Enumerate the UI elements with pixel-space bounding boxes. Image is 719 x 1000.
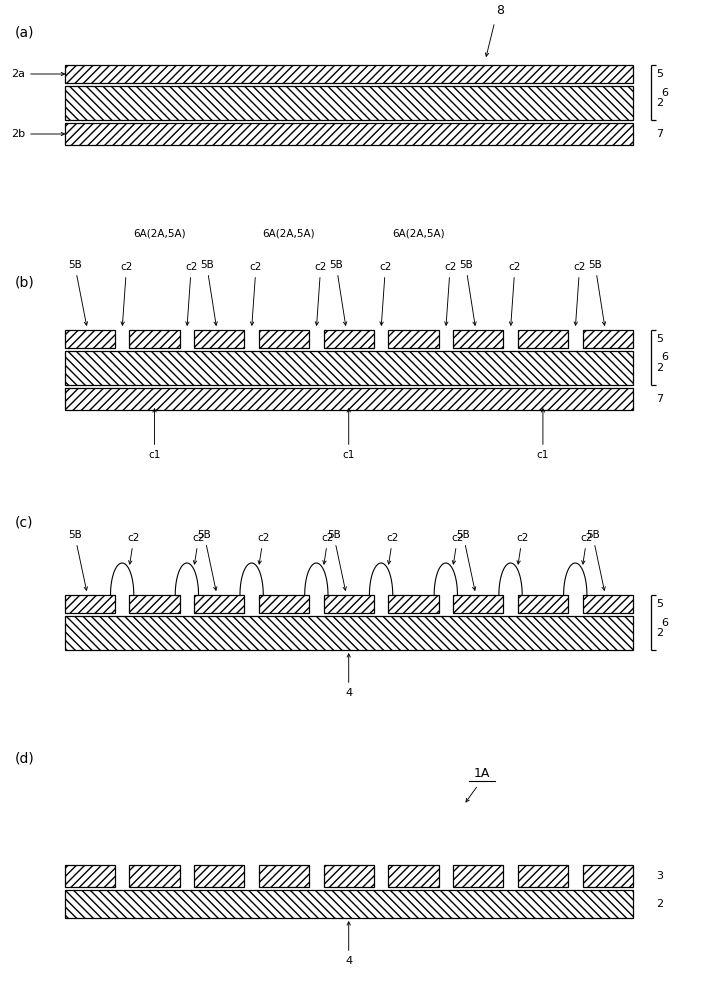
Text: c2: c2 [314,262,327,325]
Bar [324,865,374,887]
Bar [65,86,633,120]
Text: c1: c1 [342,409,355,460]
Bar [129,330,180,348]
Text: 5: 5 [656,334,664,344]
Text: (b): (b) [14,275,34,289]
Text: 5B: 5B [197,530,217,590]
Text: c2: c2 [120,262,133,325]
Bar [194,330,244,348]
Bar [65,865,115,887]
Text: c2: c2 [516,533,528,564]
Bar [388,865,439,887]
Bar [259,865,309,887]
Text: 5B: 5B [329,260,347,325]
Text: 6A(2A,5A): 6A(2A,5A) [392,228,444,238]
Text: 4: 4 [345,922,352,966]
Bar [518,865,568,887]
Text: 5: 5 [656,599,664,609]
Text: 5: 5 [656,69,664,79]
Bar [129,865,180,887]
Text: 6: 6 [661,617,669,628]
Text: c1: c1 [536,409,549,460]
Bar [453,330,503,348]
Bar [194,865,244,887]
Text: c2: c2 [581,533,593,564]
Text: c2: c2 [127,533,140,564]
Bar [582,330,633,348]
Bar [388,330,439,348]
Bar [518,595,568,613]
Text: (d): (d) [14,752,34,766]
Text: 4: 4 [345,654,352,698]
Text: 6: 6 [661,352,669,362]
Bar [65,351,633,385]
Text: 6: 6 [661,88,669,98]
Text: c2: c2 [509,262,521,325]
Text: c2: c2 [193,533,205,564]
Bar [388,595,439,613]
Text: (c): (c) [14,515,33,529]
Text: 2: 2 [656,899,664,909]
Text: c2: c2 [249,262,262,325]
Bar [453,865,503,887]
Text: 5B: 5B [327,530,347,590]
Bar [65,330,115,348]
Text: 2: 2 [656,628,664,638]
Bar [194,595,244,613]
Text: 5B: 5B [200,260,217,325]
Text: 5B: 5B [68,260,88,325]
Text: c2: c2 [452,533,464,564]
Text: c2: c2 [574,262,586,325]
Text: c2: c2 [185,262,198,325]
Text: c2: c2 [322,533,334,564]
Bar [582,595,633,613]
Bar [324,595,374,613]
Text: 2: 2 [656,98,664,108]
Text: c1: c1 [148,409,161,460]
Bar [65,65,633,83]
Text: 5B: 5B [459,260,476,325]
Text: 6A(2A,5A): 6A(2A,5A) [262,228,315,238]
Bar [65,616,633,650]
Bar [518,330,568,348]
Text: 5B: 5B [68,530,88,590]
Text: 7: 7 [656,394,664,404]
Text: 5B: 5B [588,260,605,325]
Text: c2: c2 [444,262,457,325]
Bar [65,595,115,613]
Text: 7: 7 [656,129,664,139]
Bar [453,595,503,613]
Bar [129,595,180,613]
Text: 6A(2A,5A): 6A(2A,5A) [133,228,186,238]
Bar [259,330,309,348]
Text: (a): (a) [14,25,34,39]
Bar [259,595,309,613]
Bar [324,330,374,348]
Text: c2: c2 [379,262,392,325]
Text: 2: 2 [656,363,664,373]
Text: 2b: 2b [11,129,65,139]
Text: 5B: 5B [586,530,605,590]
Text: 1A: 1A [474,767,490,780]
Bar [65,123,633,145]
Bar [65,388,633,410]
Text: 8: 8 [495,4,504,17]
Text: 3: 3 [656,871,664,881]
Text: c2: c2 [257,533,270,564]
Bar [65,890,633,918]
Text: 2a: 2a [12,69,65,79]
Bar [582,865,633,887]
Text: c2: c2 [387,533,399,564]
Text: 5B: 5B [457,530,476,590]
